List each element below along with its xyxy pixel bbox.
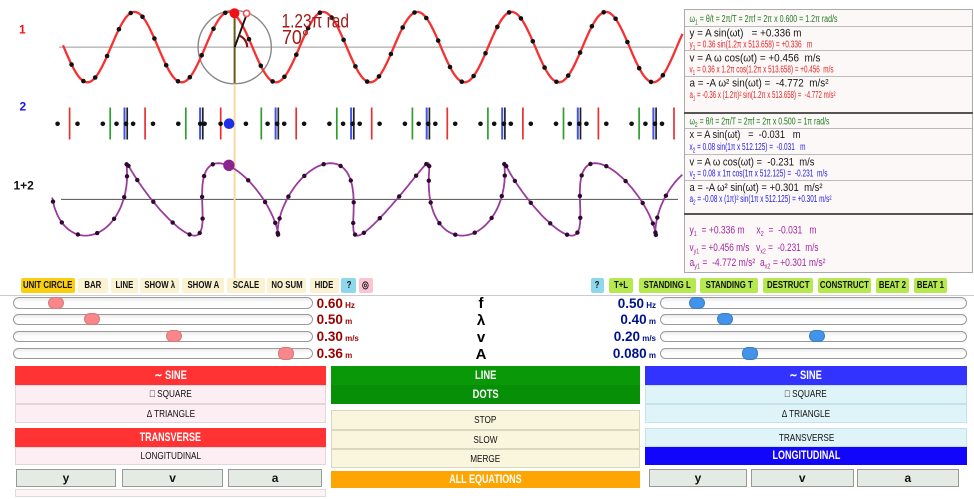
svg-text:v = A ω cos(ωt) = +0.456 m/s: v = A ω cos(ωt) = +0.456 m/s bbox=[689, 53, 820, 65]
svg-text:a = -A ω² sin(ωt) = -4.772 m: a = -A ω² sin(ωt) = -4.772 m/s² bbox=[689, 78, 828, 90]
svg-text:70°: 70° bbox=[282, 27, 309, 49]
svg-text:1: 1 bbox=[19, 23, 26, 37]
svg-text:vy1​ = +0.456 m/s vx2​ = -0: vy1​ = +0.456 m/s vx2​ = -0.231 m/s bbox=[689, 242, 818, 256]
svg-text:x2​ = 0.08 sin(1π x 512.125) =: x2​ = 0.08 sin(1π x 512.125) = -0.031 m bbox=[689, 142, 805, 155]
svg-text:ω2​ = θ/t = 2π/T = 2πf = 2π x: ω2​ = θ/t = 2π/T = 2πf = 2π x 0.500 = 1π… bbox=[689, 116, 829, 129]
svg-text:y1​ = +0.336 m x2​ = -0: y1​ = +0.336 m x2​ = -0.031 m bbox=[689, 225, 816, 239]
svg-text:v = A ω cos(ωt) = -0.231 m/s: v = A ω cos(ωt) = -0.231 m/s bbox=[689, 157, 814, 169]
svg-text:v2​ = 0.08 x 1π cos(1π x 512.1: v2​ = 0.08 x 1π cos(1π x 512.125) = -0.2… bbox=[689, 169, 827, 182]
svg-text:y = A sin(ωt) = +0.336 m: y = A sin(ωt) = +0.336 m bbox=[689, 28, 801, 40]
svg-text:1+2: 1+2 bbox=[14, 179, 35, 193]
svg-text:a1​ = -0.36 x (1.2π)² sin(1.2π: a1​ = -0.36 x (1.2π)² sin(1.2π x 513.658… bbox=[689, 90, 835, 103]
svg-text:ω1​ = θ/t = 2π/T = 2πf = 2π x: ω1​ = θ/t = 2π/T = 2πf = 2π x 0.600 = 1.… bbox=[689, 14, 837, 27]
svg-text:2: 2 bbox=[20, 100, 27, 114]
svg-text:a2​ = -0.08 x (1π)² sin(1π x 5: a2​ = -0.08 x (1π)² sin(1π x 512.125) = … bbox=[689, 194, 831, 207]
svg-text:ay1​ = -4.772 m/s² ax2​ = +0: ay1​ = -4.772 m/s² ax2​ = +0.301 m/s² bbox=[689, 257, 825, 271]
svg-text:x = A sin(ωt) = -0.031 m: x = A sin(ωt) = -0.031 m bbox=[689, 129, 800, 141]
svg-text:y1​ = 0.36 sin(1.2π x 513.658): y1​ = 0.36 sin(1.2π x 513.658) = +0.336 … bbox=[689, 40, 812, 53]
svg-text:a = -A ω² sin(ωt) = +0.301 m/: a = -A ω² sin(ωt) = +0.301 m/s² bbox=[689, 182, 822, 194]
svg-text:v1​ = 0.36 x 1.2π cos(1.2π x 5: v1​ = 0.36 x 1.2π cos(1.2π x 513.658) = … bbox=[689, 65, 833, 78]
svg-text:1.23π rad: 1.23π rad bbox=[282, 11, 350, 32]
